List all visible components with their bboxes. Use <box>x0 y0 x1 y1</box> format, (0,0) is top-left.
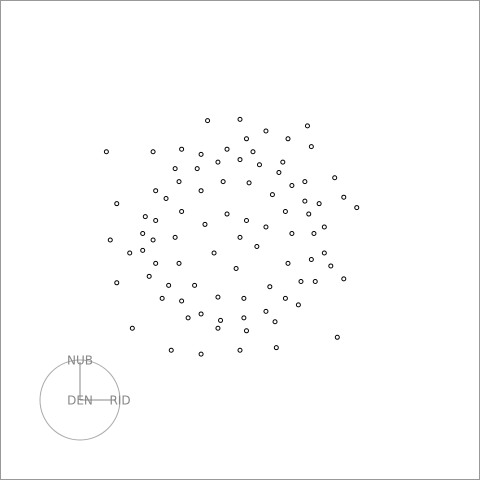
point <box>308 256 314 262</box>
point <box>334 334 340 340</box>
orientation-gizmo: NUB RID DEN <box>39 354 131 441</box>
point <box>282 208 288 214</box>
point <box>243 136 249 142</box>
point <box>224 211 230 217</box>
point <box>276 170 282 176</box>
point <box>215 325 221 331</box>
point <box>129 325 135 331</box>
point <box>263 224 269 230</box>
point <box>332 175 338 181</box>
point <box>285 260 291 266</box>
point <box>237 347 243 353</box>
point <box>211 250 217 256</box>
point <box>254 243 260 249</box>
point <box>250 149 256 155</box>
point <box>107 237 113 243</box>
point <box>179 208 185 214</box>
point <box>316 201 322 207</box>
point <box>243 328 249 334</box>
point <box>282 295 288 301</box>
point <box>341 276 347 282</box>
point <box>114 201 120 207</box>
point <box>205 118 211 124</box>
point <box>341 194 347 200</box>
point <box>311 231 317 237</box>
point <box>140 247 146 253</box>
point <box>215 294 221 300</box>
point <box>220 179 226 185</box>
point <box>215 159 221 165</box>
point <box>140 231 146 237</box>
point <box>256 162 262 168</box>
point <box>114 280 120 286</box>
point <box>243 218 249 224</box>
point <box>233 266 239 272</box>
point <box>176 179 182 185</box>
point <box>198 351 204 357</box>
point <box>150 149 156 155</box>
point <box>263 128 269 134</box>
point <box>218 317 224 323</box>
point <box>302 179 308 185</box>
point <box>179 146 185 152</box>
point <box>159 295 165 301</box>
point <box>241 295 247 301</box>
point <box>198 188 204 194</box>
point <box>321 250 327 256</box>
point <box>306 211 312 217</box>
point <box>354 205 360 211</box>
point <box>179 298 185 304</box>
point <box>142 214 148 220</box>
point <box>168 347 174 353</box>
gizmo-up-label: NUB <box>67 354 93 368</box>
point <box>237 157 243 163</box>
point <box>285 136 291 142</box>
point <box>312 279 318 285</box>
point <box>280 159 286 165</box>
point <box>263 308 269 314</box>
point <box>289 231 295 237</box>
point <box>289 183 295 189</box>
gizmo-circle <box>39 359 121 441</box>
point <box>295 302 301 308</box>
point <box>304 123 310 129</box>
point <box>166 282 172 288</box>
point <box>103 149 109 155</box>
point <box>192 282 198 288</box>
point <box>194 166 200 172</box>
point <box>246 180 252 186</box>
point <box>163 195 169 201</box>
gizmo-toward-label: DEN <box>67 394 93 408</box>
point <box>237 116 243 122</box>
point <box>127 250 133 256</box>
point <box>224 146 230 152</box>
point <box>150 237 156 243</box>
point <box>237 234 243 240</box>
point <box>269 192 275 198</box>
point <box>198 151 204 157</box>
point <box>273 345 279 351</box>
point <box>308 144 314 150</box>
point <box>202 221 208 227</box>
point <box>328 263 334 269</box>
point <box>241 315 247 321</box>
gizmo-right-label: RID <box>109 394 130 408</box>
point <box>176 260 182 266</box>
point <box>153 260 159 266</box>
point <box>272 319 278 325</box>
point <box>146 273 152 279</box>
point <box>153 188 159 194</box>
point <box>185 315 191 321</box>
point <box>298 279 304 285</box>
point <box>153 218 159 224</box>
point <box>321 224 327 230</box>
point <box>302 198 308 204</box>
point <box>172 234 178 240</box>
point <box>267 284 273 290</box>
point <box>198 311 204 317</box>
point <box>172 166 178 172</box>
